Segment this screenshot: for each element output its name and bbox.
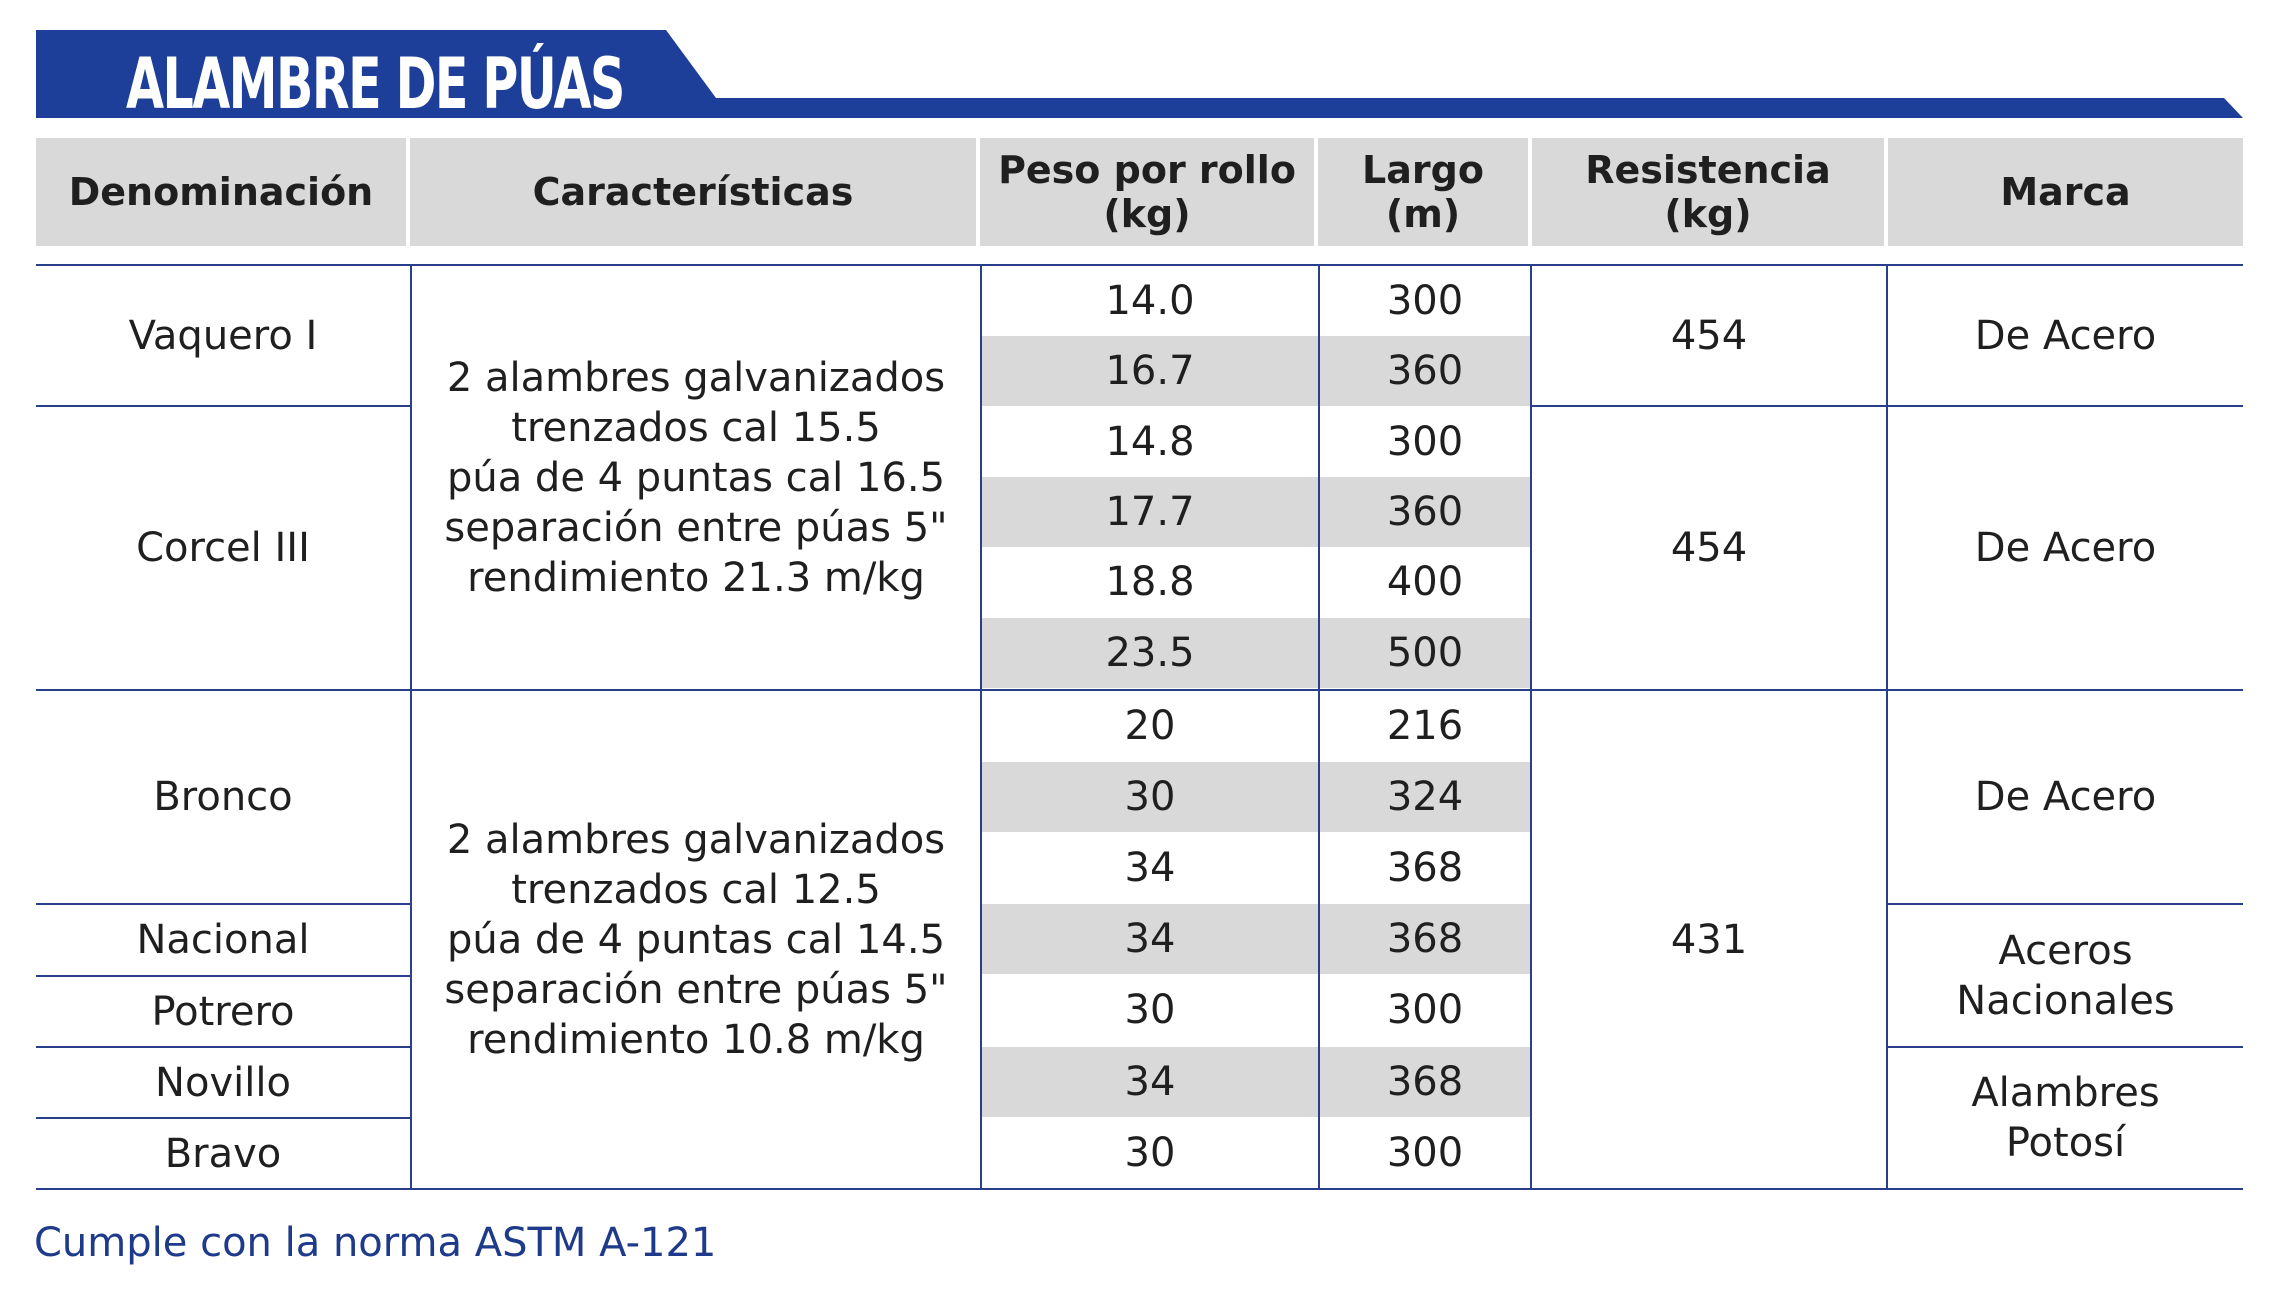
row-divider [36,903,410,905]
cell-denominacion: Bronco [153,774,293,820]
column-divider [1318,264,1320,1190]
cell-peso: 14.8 [1105,419,1195,465]
cell-largo: 368 [1386,845,1464,891]
cell-largo: 500 [1386,630,1464,676]
cell-resistencia: 454 [1670,312,1748,359]
cell-resistencia: 454 [1670,525,1748,571]
cell-largo: 360 [1386,489,1464,535]
cell-peso: 18.8 [1105,559,1195,605]
table-top-line [36,264,2243,266]
cell-largo: 400 [1386,559,1464,605]
banner-shape [36,30,2243,118]
cell-peso: 30 [1124,1130,1176,1176]
row-divider [1888,1046,2243,1048]
header-resistencia: Resistencia (kg) [1532,138,1884,246]
cell-resistencia: 431 [1670,916,1748,963]
cell-marca: De Acero [1974,774,2157,820]
cell-peso: 34 [1124,916,1176,962]
cell-peso: 34 [1124,845,1176,891]
row-shade [982,618,1530,688]
row-divider [36,405,410,407]
cell-denominacion: Nacional [136,917,310,963]
cell-peso: 23.5 [1105,630,1195,676]
footer-norm-text: Cumple con la norma ASTM A-121 [34,1220,717,1266]
group-divider [36,689,2243,691]
header-denominacion: Denominación [36,138,406,246]
cell-largo: 324 [1386,774,1464,820]
row-divider [1888,903,2243,905]
cell-denominacion: Novillo [155,1059,291,1106]
row-shade [982,477,1530,547]
header-largo: Largo (m) [1318,138,1528,246]
cell-largo: 300 [1386,419,1464,465]
cell-peso: 30 [1124,774,1176,820]
cell-peso: 34 [1124,1059,1176,1105]
cell-marca: De Acero [1974,312,2157,359]
row-shade [982,1047,1530,1117]
cell-peso: 14.0 [1105,278,1195,324]
cell-peso: 17.7 [1105,489,1195,535]
cell-largo: 360 [1386,348,1464,394]
column-divider [410,264,412,1190]
column-divider [980,264,982,1190]
cell-caracteristicas: 2 alambres galvanizados trenzados cal 15… [444,354,948,601]
column-divider [1530,264,1532,1190]
title-banner: ALAMBRE DE PÚAS [36,30,2243,125]
cell-largo: 368 [1386,1059,1464,1105]
row-shade [982,904,1530,974]
cell-peso: 20 [1124,703,1176,749]
cell-largo: 300 [1386,987,1464,1033]
cell-largo: 368 [1386,916,1464,962]
row-divider [36,1046,410,1048]
row-shade [982,336,1530,406]
row-divider [36,1117,410,1119]
page-title: ALAMBRE DE PÚAS [126,43,625,125]
column-divider [1886,264,1888,1190]
cell-denominacion: Corcel III [136,525,310,571]
table-bottom-line [36,1188,2243,1190]
header-caracteristicas: Características [410,138,976,246]
header-marca: Marca [1888,138,2243,246]
header-peso: Peso por rollo (kg) [980,138,1314,246]
cell-peso: 16.7 [1105,348,1195,394]
cell-marca: Alambres Potosí [1971,1070,2160,1166]
cell-marca: De Acero [1974,525,2157,571]
cell-caracteristicas: 2 alambres galvanizados trenzados cal 12… [444,816,948,1063]
cell-denominacion: Vaquero I [128,312,318,359]
row-shade [982,762,1530,832]
cell-largo: 300 [1386,1130,1464,1176]
cell-peso: 30 [1124,987,1176,1033]
cell-denominacion: Bravo [164,1130,282,1177]
row-divider [36,975,410,977]
cell-largo: 216 [1386,703,1464,749]
cell-denominacion: Potrero [151,988,295,1035]
cell-marca: Aceros Nacionales [1956,927,2175,1024]
cell-largo: 300 [1386,278,1464,324]
